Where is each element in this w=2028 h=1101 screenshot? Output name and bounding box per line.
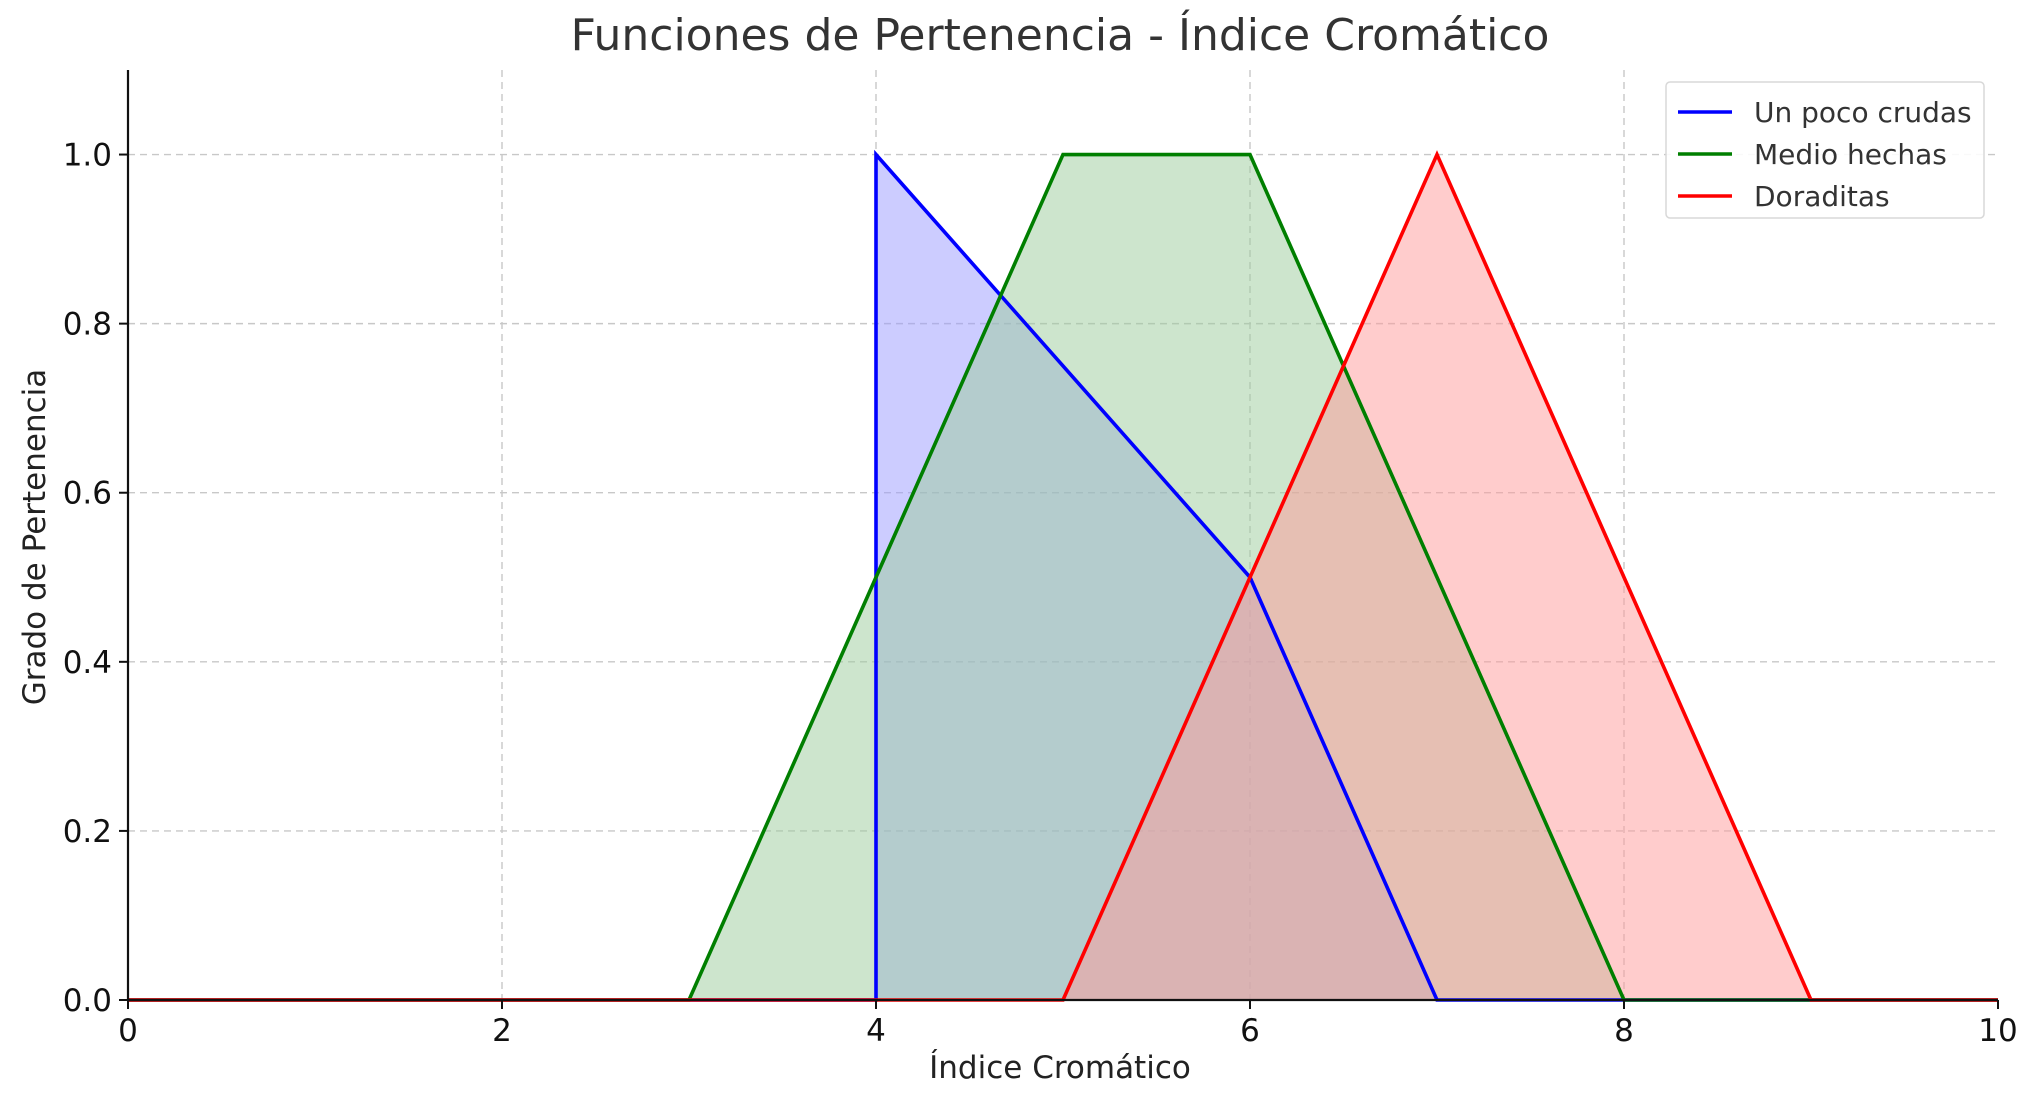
y-tick-label: 1.0 [63, 138, 112, 174]
y-tick-label: 0.4 [63, 645, 112, 681]
y-tick-label: 0.8 [63, 307, 112, 343]
x-tick-label: 6 [1240, 1013, 1260, 1049]
legend-label-2: Medio hechas [1754, 138, 1947, 171]
y-tick-label: 0.6 [63, 476, 112, 512]
y-tick-label: 0.2 [63, 814, 112, 850]
series-fill-2 [128, 154, 1998, 1000]
x-tick-label: 0 [118, 1013, 138, 1049]
chart-title: Funciones de Pertenencia - Índice Cromát… [571, 8, 1550, 61]
legend-label-1: Un poco crudas [1754, 96, 1972, 129]
y-axis-label: Grado de Pertenencia [17, 369, 53, 706]
x-tick-label: 2 [492, 1013, 512, 1049]
legend: Un poco crudas Medio hechas Doraditas [1665, 81, 1985, 219]
series-fills [128, 154, 1998, 1000]
x-axis-label: Índice Cromático [929, 1050, 1191, 1086]
x-tick-label: 4 [866, 1013, 886, 1049]
y-tick-label: 0.0 [63, 983, 112, 1019]
legend-box [1665, 81, 1985, 219]
legend-label-3: Doraditas [1754, 180, 1890, 213]
axes [126, 70, 1998, 1002]
x-tick-label: 10 [1978, 1013, 2017, 1049]
x-tick-label: 8 [1614, 1013, 1634, 1049]
ticks: 0 2 4 6 8 10 0.0 0.2 0.4 0.6 0.8 1.0 [63, 138, 2018, 1049]
